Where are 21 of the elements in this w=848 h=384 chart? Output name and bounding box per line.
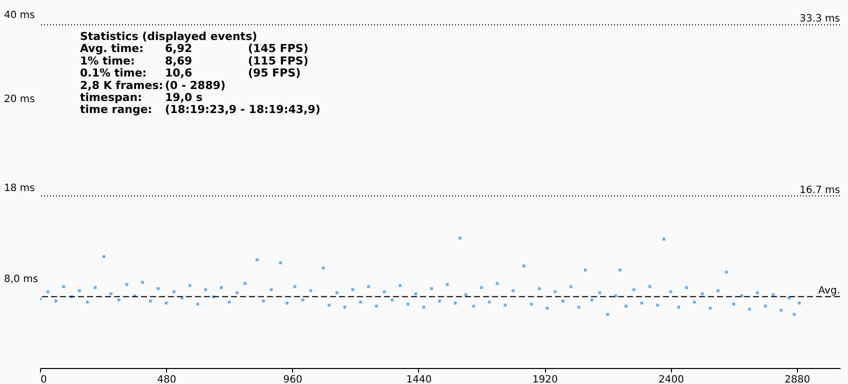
text: 20 ms (4, 94, 35, 105)
annotation: 2,8 K frames: (0 - 2889) (80, 78, 226, 92)
text: 8,0 ms (4, 274, 38, 285)
text: timespan: 19,0 s (80, 91, 203, 104)
ref-line-label: 33.3 ms (800, 14, 840, 25)
x-tick-label: 960 (283, 374, 302, 384)
annotation: time range: (18:19:23,9 - 18:19:43,9) (80, 103, 320, 116)
text: 0.1% time: 10,6 (95 FPS) (80, 66, 301, 80)
x-tick-label: 2880 (784, 374, 810, 384)
ref-line-label: Avg. (818, 286, 840, 297)
x-tick-label: 1440 (406, 374, 432, 384)
x-tick-label: 2400 (658, 374, 684, 384)
x-tick-label: 0 (40, 374, 47, 384)
text: 18 ms (4, 183, 35, 194)
ref-line-label: 16.7 ms (800, 184, 840, 196)
x-tick-label: 1920 (532, 374, 558, 384)
x-tick-label: 480 (157, 374, 176, 384)
text: 40 ms (4, 10, 35, 21)
text: 1% time: 8,69 (115 FPS) (80, 54, 308, 68)
annotation: Statistics (displayed events) (80, 30, 258, 43)
text: Avg. time: 6,92 (145 FPS) (80, 42, 308, 56)
